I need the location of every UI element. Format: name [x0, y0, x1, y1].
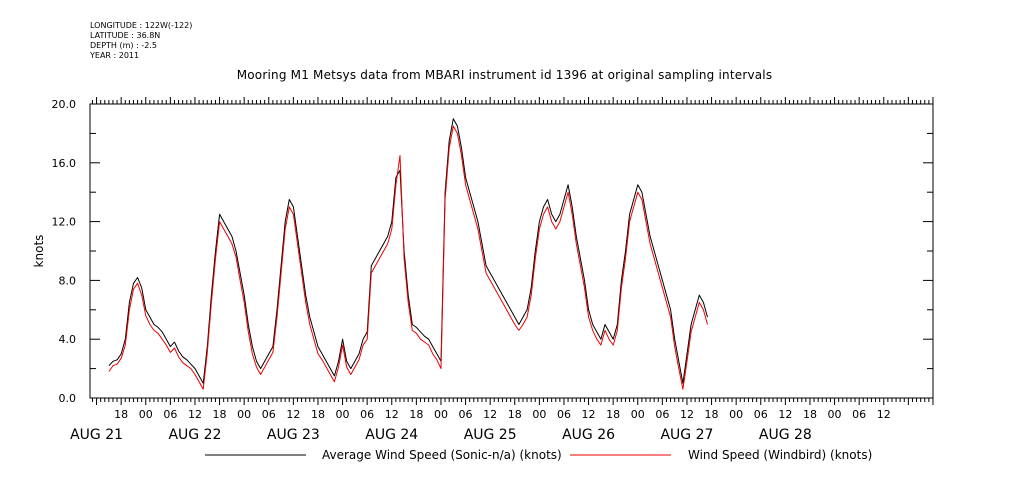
x-tick-label: 00: [828, 408, 842, 421]
x-tick-label: 18: [606, 408, 620, 421]
x-tick-label: 18: [114, 408, 128, 421]
x-tick-label: 06: [754, 408, 768, 421]
x-tick-label: 18: [705, 408, 719, 421]
x-tick-label: 18: [803, 408, 817, 421]
x-tick-label: 06: [262, 408, 276, 421]
legend: Average Wind Speed (Sonic-n/a) (knots) W…: [205, 448, 872, 462]
x-tick-label: 12: [582, 408, 596, 421]
latitude-label: LATITUDE : 36.8N: [90, 31, 161, 40]
depth-label: DEPTH (m) : -2.5: [90, 41, 157, 50]
x-tick-label: 12: [188, 408, 202, 421]
x-tick-label: 18: [213, 408, 227, 421]
x-tick-label: 12: [483, 408, 497, 421]
x-tick-label: 00: [532, 408, 546, 421]
legend-label-average: Average Wind Speed (Sonic-n/a) (knots): [322, 448, 562, 462]
x-tick-label: 12: [286, 408, 300, 421]
x-date-label: AUG 24: [365, 427, 418, 443]
y-tick-label: 4.0: [59, 333, 77, 346]
y-tick-label: 8.0: [59, 274, 77, 287]
plot-frame: [89, 103, 934, 399]
x-date-label: AUG 26: [562, 427, 615, 443]
x-tick-label: 12: [877, 408, 891, 421]
x-date-label: AUG 21: [70, 427, 123, 443]
metadata-block: LONGITUDE : 122W(-122) LATITUDE : 36.8N …: [90, 21, 192, 61]
x-tick-label: 18: [409, 408, 423, 421]
x-tick-label: 06: [852, 408, 866, 421]
x-tick-label: 12: [385, 408, 399, 421]
x-date-label: AUG 28: [759, 427, 812, 443]
x-tick-label: 00: [434, 408, 448, 421]
chart-title: Mooring M1 Metsys data from MBARI instru…: [236, 68, 773, 82]
x-date-label: AUG 25: [464, 427, 517, 443]
y-tick-label: 12.0: [52, 216, 77, 229]
longitude-label: LONGITUDE : 122W(-122): [90, 21, 193, 30]
series-windbird-line: [108, 125, 708, 390]
x-tick-label: 18: [311, 408, 325, 421]
series-layer: [108, 118, 708, 390]
legend-label-windbird: Wind Speed (Windbird) (knots): [688, 448, 872, 462]
x-tick-label: 00: [139, 408, 153, 421]
x-tick-label: 18: [508, 408, 522, 421]
x-tick-label: 06: [360, 408, 374, 421]
x-tick-label: 12: [778, 408, 792, 421]
x-tick-label: 06: [557, 408, 571, 421]
y-tick-labels: 0.0 4.0 8.0 12.0 16.0 20.0: [52, 98, 77, 405]
y-tick-label: 20.0: [52, 98, 77, 111]
x-tick-label: 00: [336, 408, 350, 421]
y-tick-label: 16.0: [52, 157, 77, 170]
year-label: YEAR : 2011: [90, 51, 140, 60]
x-tick-label: 00: [237, 408, 251, 421]
x-tick-labels: 18 00 06 12 18 00 06 12 18 00 06 12 18 00 06 12 18 00 06 12…: [70, 408, 891, 443]
axis-ticks: [90, 97, 934, 405]
x-tick-label: 06: [655, 408, 669, 421]
x-date-label: AUG 22: [168, 427, 221, 443]
x-tick-label: 00: [631, 408, 645, 421]
x-tick-label: 12: [680, 408, 694, 421]
x-tick-label: 06: [163, 408, 177, 421]
x-date-label: AUG 23: [267, 427, 320, 443]
y-axis-label: knots: [32, 235, 46, 268]
x-tick-label: 06: [459, 408, 473, 421]
series-average-line: [108, 118, 708, 384]
x-date-label: AUG 27: [660, 427, 713, 443]
x-tick-label: 00: [729, 408, 743, 421]
y-tick-label: 0.0: [59, 392, 77, 405]
